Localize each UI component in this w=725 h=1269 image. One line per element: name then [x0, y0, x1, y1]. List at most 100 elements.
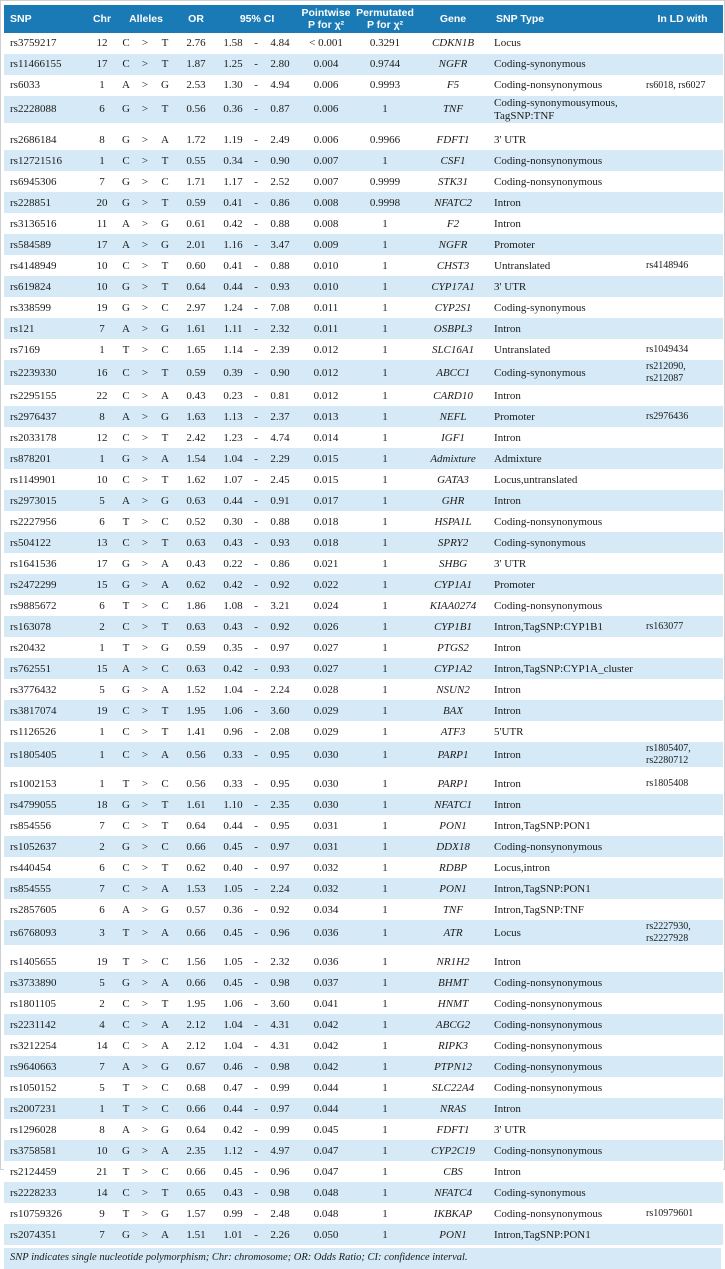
cell-ci-upper: 4.97 [262, 1140, 299, 1162]
table-row: rs163078 2 C > T 0.63 0.43-0.92 0.026 1 CYP1B1 Int… [4, 616, 724, 638]
ci-separator: - [250, 339, 263, 361]
cell-snp-type: Coding-nonsynonymous [490, 1140, 643, 1162]
cell-ci-upper: 2.24 [262, 679, 299, 701]
cell-ci-lower: 0.39 [216, 360, 251, 386]
cell-allele-major: G [116, 297, 136, 319]
cell-ci-lower: 1.14 [216, 339, 251, 361]
cell-gene: ABCG2 [416, 1014, 491, 1036]
cell-permutated-p: 1 [354, 658, 417, 680]
cell-chr: 1 [88, 773, 116, 795]
cell-snp-type: Locus [490, 33, 643, 55]
table-row: rs2231142 4 C > A 2.12 1.04-4.31 0.042 1 ABCG2 Cod… [4, 1014, 724, 1036]
cell-pointwise-p: 0.047 [298, 1140, 355, 1162]
cell-gene: CBS [416, 1161, 491, 1183]
cell-allele-minor: A [154, 1035, 177, 1057]
table-row: rs11466155 17 C > T 1.87 1.25-2.80 0.004 0.9744 N… [4, 54, 724, 76]
cell-ci-lower: 1.04 [216, 679, 251, 701]
cell-snp: rs1050152 [4, 1077, 88, 1099]
cell-or: 2.97 [176, 297, 217, 319]
cell-snp: rs762551 [4, 658, 88, 680]
cell-ci-lower: 1.05 [216, 951, 251, 973]
cell-ci-lower: 1.23 [216, 427, 251, 449]
table-header: SNP Chr Alleles OR 95% CI Pointwise P for χ² P… [4, 5, 724, 34]
cell-permutated-p: 1 [354, 297, 417, 319]
cell-snp-type: Coding-synonymous [490, 360, 643, 386]
cell-ci-upper: 0.93 [262, 532, 299, 554]
ci-separator: - [250, 836, 263, 858]
table-row: rs3817074 19 C > T 1.95 1.06-3.60 0.029 1 BAX Intr… [4, 700, 724, 722]
cell-allele-major: T [116, 339, 136, 361]
cell-or: 1.71 [176, 171, 217, 193]
cell-or: 0.59 [176, 192, 217, 214]
cell-allele-minor: G [154, 75, 177, 97]
cell-or: 2.35 [176, 1140, 217, 1162]
cell-gene: CYP1B1 [416, 616, 491, 638]
cell-or: 2.42 [176, 427, 217, 449]
cell-snp-type: 3' UTR [490, 276, 643, 298]
cell-chr: 1 [88, 448, 116, 470]
ci-separator: - [250, 857, 263, 879]
cell-snp-type: Coding-nonsynonymous [490, 150, 643, 172]
cell-chr: 1 [88, 75, 116, 97]
table-row: rs2295155 22 C > A 0.43 0.23-0.81 0.012 1 CARD10 I… [4, 385, 724, 407]
cell-in-ld-with [642, 385, 724, 407]
cell-chr: 9 [88, 1203, 116, 1225]
cell-or: 1.63 [176, 406, 217, 428]
cell-allele-major: C [116, 1014, 136, 1036]
cell-snp: rs1641536 [4, 553, 88, 575]
cell-ci-lower: 0.30 [216, 511, 251, 533]
cell-snp-type: Untranslated [490, 339, 643, 361]
cell-snp: rs3212254 [4, 1035, 88, 1057]
cell-permutated-p: 1 [354, 1014, 417, 1036]
allele-separator: > [136, 427, 154, 449]
cell-allele-major: C [116, 469, 136, 491]
ci-separator: - [250, 427, 263, 449]
cell-in-ld-with [642, 700, 724, 722]
cell-permutated-p: 1 [354, 1161, 417, 1183]
cell-ci-upper: 0.86 [262, 553, 299, 575]
allele-separator: > [136, 33, 154, 55]
cell-or: 1.52 [176, 679, 217, 701]
cell-ci-upper: 0.88 [262, 511, 299, 533]
cell-gene: CYP1A1 [416, 574, 491, 596]
cell-allele-major: G [116, 679, 136, 701]
cell-pointwise-p: 0.022 [298, 574, 355, 596]
cell-permutated-p: 1 [354, 318, 417, 340]
cell-snp: rs878201 [4, 448, 88, 470]
cell-allele-major: T [116, 595, 136, 617]
cell-snp: rs2228233 [4, 1182, 88, 1204]
cell-gene: FDFT1 [416, 129, 491, 151]
cell-snp-type: Intron [490, 794, 643, 816]
cell-allele-major: T [116, 511, 136, 533]
cell-allele-minor: T [154, 276, 177, 298]
cell-permutated-p: 1 [354, 1203, 417, 1225]
table-row: rs854555 7 C > A 1.53 1.05-2.24 0.032 1 PON1 Intro… [4, 878, 724, 900]
cell-ci-upper: 0.97 [262, 637, 299, 659]
cell-ci-upper: 2.45 [262, 469, 299, 491]
cell-allele-major: A [116, 234, 136, 256]
cell-snp-type: Locus,untranslated [490, 469, 643, 491]
cell-ci-lower: 1.06 [216, 700, 251, 722]
ci-separator: - [250, 574, 263, 596]
cell-permutated-p: 0.9993 [354, 75, 417, 97]
table-row: rs2472299 15 G > A 0.62 0.42-0.92 0.022 1 CYP1A1 P… [4, 574, 724, 596]
cell-snp-type: Coding-nonsynonymous [490, 171, 643, 193]
cell-allele-major: G [116, 553, 136, 575]
cell-ci-upper: 0.88 [262, 255, 299, 277]
cell-snp: rs338599 [4, 297, 88, 319]
cell-pointwise-p: 0.027 [298, 658, 355, 680]
cell-or: 1.62 [176, 469, 217, 491]
cell-or: 0.66 [176, 836, 217, 858]
ci-separator: - [250, 1140, 263, 1162]
allele-separator: > [136, 1014, 154, 1036]
cell-in-ld-with [642, 1140, 724, 1162]
cell-allele-minor: A [154, 448, 177, 470]
cell-snp: rs3136516 [4, 213, 88, 235]
row-group-spacer-cell [4, 945, 724, 952]
cell-pointwise-p: 0.037 [298, 972, 355, 994]
cell-in-ld-with [642, 637, 724, 659]
cell-allele-minor: A [154, 385, 177, 407]
allele-separator: > [136, 532, 154, 554]
cell-ci-upper: 0.93 [262, 658, 299, 680]
cell-permutated-p: 1 [354, 1119, 417, 1141]
